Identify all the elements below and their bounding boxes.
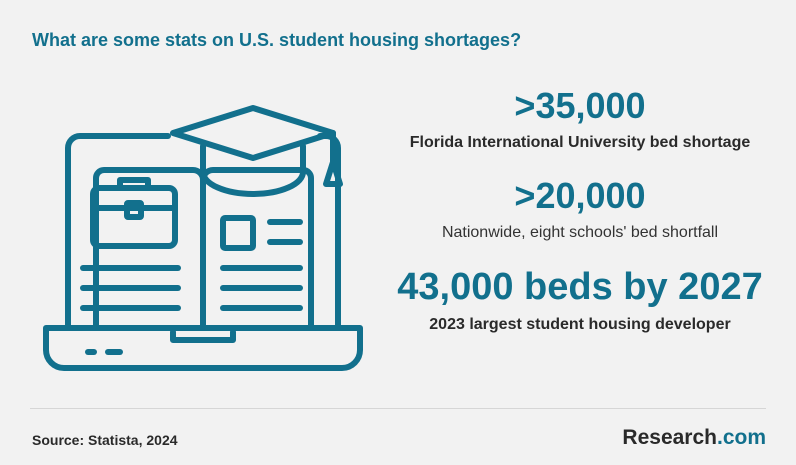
stat-item: 43,000 beds by 2027 2023 largest student… bbox=[395, 268, 765, 334]
stat-caption: 2023 largest student housing developer bbox=[429, 316, 731, 333]
laptop-with-graduation-cap-icon bbox=[38, 100, 378, 380]
source-note: Source: Statista, 2024 bbox=[32, 432, 178, 448]
stat-value: >35,000 bbox=[514, 85, 646, 126]
divider bbox=[30, 408, 766, 409]
stats-panel: >35,000 Florida International University… bbox=[395, 88, 765, 360]
brand-name: Research bbox=[622, 426, 717, 449]
page-title: What are some stats on U.S. student hous… bbox=[32, 30, 522, 50]
stat-value: 43,000 beds by 2027 bbox=[397, 266, 763, 308]
stat-caption: Nationwide, eight schools' bed shortfall bbox=[441, 224, 719, 241]
stat-item: >35,000 Florida International University… bbox=[395, 88, 765, 152]
brand-suffix: .com bbox=[716, 426, 766, 449]
brand-logo: Research.com bbox=[622, 426, 766, 450]
stat-item: >20,000 Nationwide, eight schools' bed s… bbox=[395, 178, 765, 242]
stat-caption: Florida International University bed sho… bbox=[409, 134, 751, 151]
stat-value: >20,000 bbox=[514, 175, 646, 216]
